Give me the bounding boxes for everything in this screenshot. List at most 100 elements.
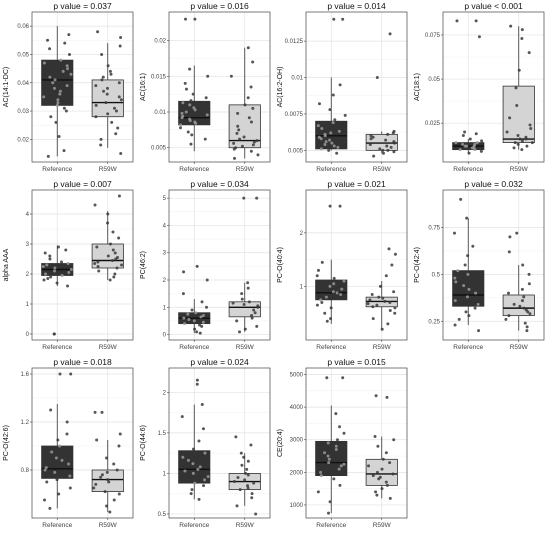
data-point — [245, 467, 249, 471]
data-point — [368, 143, 372, 147]
data-point — [117, 81, 121, 85]
data-point — [236, 124, 240, 128]
y-tick-label: 1 — [26, 302, 30, 308]
plot-border — [442, 11, 545, 163]
x-category-label: R59W — [510, 344, 529, 351]
data-point — [192, 319, 196, 323]
data-point — [520, 28, 524, 32]
data-point — [99, 475, 103, 479]
data-point — [520, 139, 524, 143]
data-point — [120, 263, 124, 267]
data-point — [316, 490, 320, 494]
data-point — [251, 143, 255, 147]
data-point — [60, 260, 64, 264]
data-point — [243, 478, 247, 482]
data-point — [332, 144, 336, 148]
data-point — [374, 490, 378, 494]
data-point — [119, 35, 123, 39]
data-point — [94, 103, 98, 107]
data-point — [179, 126, 183, 130]
data-point — [49, 408, 53, 412]
data-point — [48, 254, 52, 258]
data-point — [62, 106, 66, 110]
data-point — [95, 438, 99, 442]
data-point — [45, 480, 49, 484]
data-point — [48, 506, 52, 510]
data-point — [316, 124, 320, 128]
data-point — [527, 282, 531, 286]
panel-title: p value = 0.034 — [190, 179, 249, 189]
y-tick-label: 0.5 — [432, 272, 441, 278]
data-point — [106, 254, 110, 258]
data-point — [56, 101, 60, 105]
data-point — [94, 115, 98, 119]
data-point — [186, 130, 190, 134]
data-point — [522, 295, 526, 299]
data-point — [41, 265, 45, 268]
data-point — [340, 287, 344, 291]
data-point — [380, 467, 384, 471]
data-point — [323, 143, 327, 147]
data-point — [105, 86, 109, 90]
data-point — [317, 102, 321, 106]
data-point — [187, 318, 191, 322]
data-point — [512, 302, 516, 306]
data-point — [205, 278, 209, 282]
data-point — [374, 394, 378, 398]
data-point — [251, 106, 255, 110]
data-point — [57, 492, 61, 496]
boxplot-panel: p value < 0.001 0.025 0.05 0.075 Reference R5… — [414, 1, 545, 173]
data-point — [67, 271, 71, 274]
data-point — [183, 322, 187, 326]
data-point — [182, 316, 186, 320]
data-point — [238, 137, 242, 141]
data-point — [229, 74, 233, 78]
data-point — [256, 304, 260, 308]
boxplot-panel: p value = 0.037 0.02 0.03 0.04 0.05 0.06 Refer… — [3, 1, 134, 173]
y-tick-label: 1.2 — [21, 420, 30, 426]
data-point — [388, 461, 392, 465]
data-point — [54, 456, 58, 460]
data-point — [249, 85, 253, 89]
data-point — [235, 504, 239, 508]
data-point — [181, 455, 185, 459]
x-category-label: Reference — [42, 166, 72, 173]
plot-border — [305, 367, 408, 519]
data-point — [106, 478, 110, 482]
data-point — [56, 438, 60, 442]
data-point — [100, 473, 104, 477]
data-point — [100, 78, 104, 82]
data-point — [68, 486, 72, 490]
x-category-label: R59W — [236, 166, 255, 173]
y-axis-label: alpha AAA — [3, 248, 10, 281]
y-tick-label: 0.005 — [288, 148, 304, 154]
data-point — [334, 448, 338, 452]
data-point — [106, 112, 110, 116]
data-point — [390, 263, 394, 267]
data-point — [518, 304, 522, 308]
data-point — [205, 113, 209, 117]
data-point — [384, 451, 388, 455]
data-point — [189, 492, 193, 496]
data-point — [108, 278, 112, 282]
data-point — [191, 471, 195, 475]
data-point — [53, 470, 57, 474]
data-point — [326, 454, 330, 458]
data-point — [383, 299, 387, 303]
data-point — [66, 284, 70, 288]
data-point — [515, 104, 519, 108]
data-point — [201, 320, 205, 324]
data-point — [42, 61, 46, 65]
data-point — [477, 329, 481, 333]
data-point — [341, 17, 345, 21]
data-point — [524, 135, 528, 139]
data-point — [203, 137, 207, 141]
data-point — [388, 301, 392, 304]
y-tick-label: 2 — [300, 231, 304, 237]
data-point — [99, 143, 103, 147]
data-point — [58, 89, 62, 93]
x-category-label: R59W — [236, 344, 255, 351]
plot-border — [31, 189, 134, 341]
data-point — [51, 81, 55, 85]
data-point — [42, 95, 46, 99]
